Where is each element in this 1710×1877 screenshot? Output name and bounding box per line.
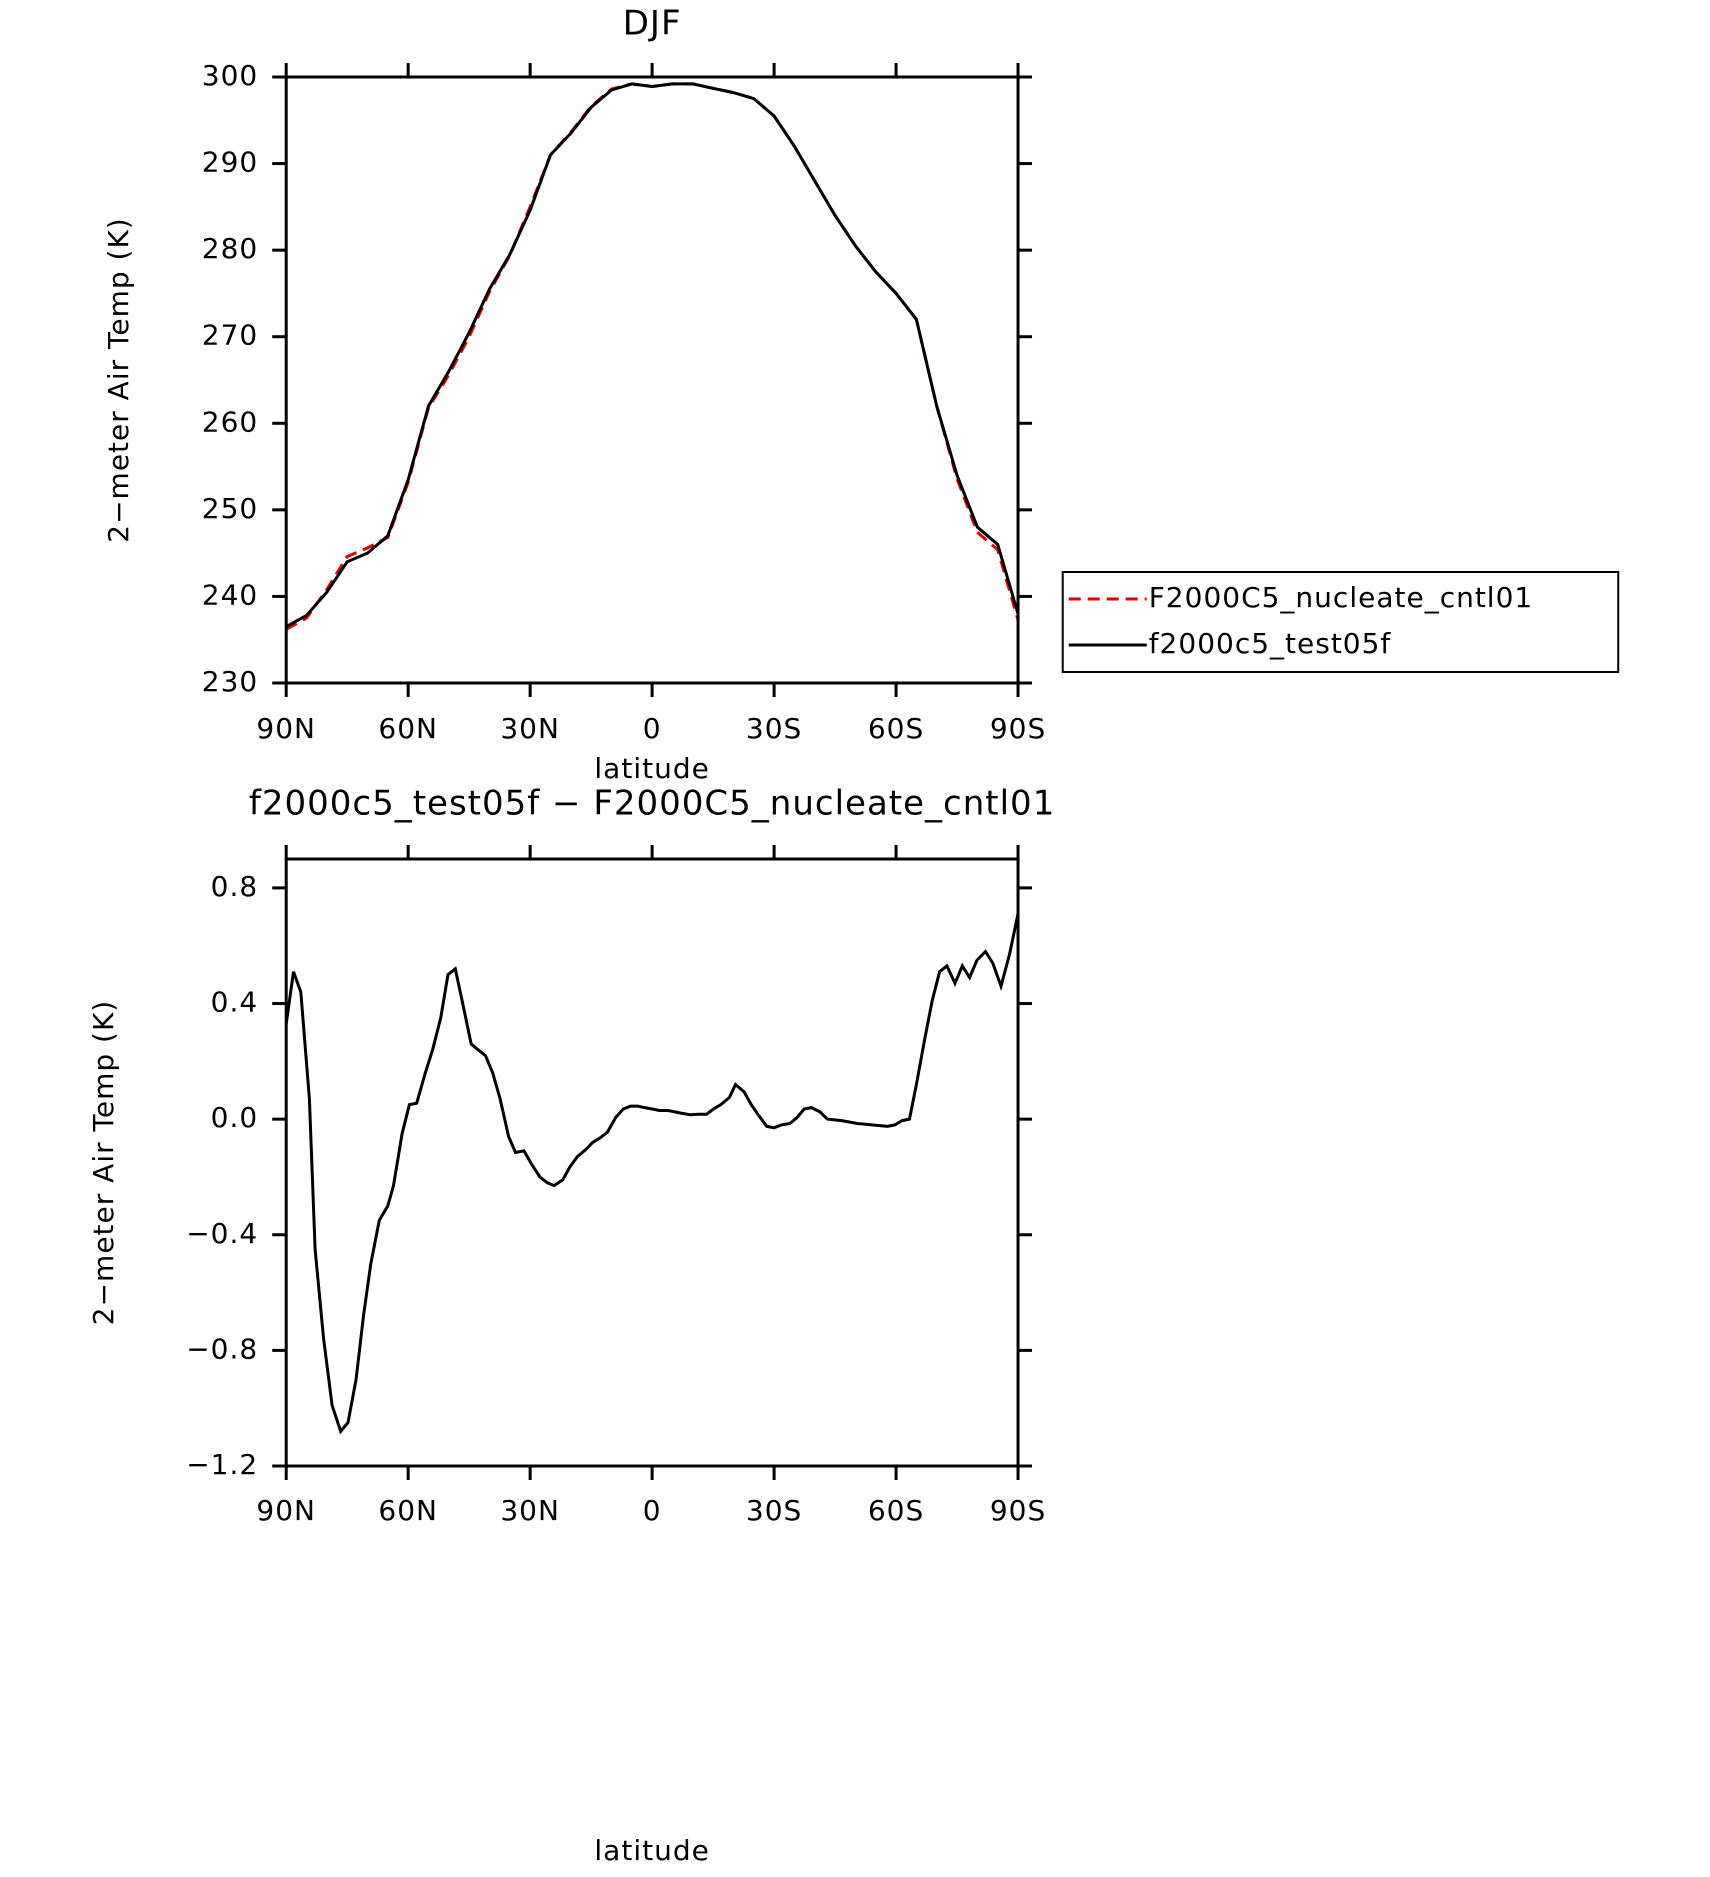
x-tick-label: 30N	[500, 1494, 560, 1527]
x-tick-label: 90N	[256, 1494, 316, 1527]
chart-title: f2000c5_test05f − F2000C5_nucleate_cntl0…	[249, 784, 1055, 824]
y-tick-label: 240	[202, 578, 258, 611]
legend-label: f2000c5_test05f	[1149, 627, 1392, 660]
x-axis-label: latitude	[594, 1834, 709, 1867]
y-axis-label: 2−meter Air Temp (K)	[87, 1000, 120, 1325]
y-tick-label: −1.2	[186, 1448, 258, 1481]
data-line	[284, 913, 1020, 1435]
y-tick-label: 270	[202, 319, 258, 352]
chart-title: DJF	[623, 4, 682, 44]
y-tick-label: 230	[202, 665, 258, 698]
y-tick-label: 300	[202, 59, 258, 92]
y-tick-label: 260	[202, 405, 258, 438]
x-tick-label: 60S	[868, 712, 924, 745]
x-tick-label: 0	[643, 712, 662, 745]
y-tick-label: 0.8	[211, 870, 259, 903]
y-tick-label: 250	[202, 492, 258, 525]
y-axis-label: 2−meter Air Temp (K)	[102, 217, 135, 542]
y-tick-label: 290	[202, 146, 258, 179]
y-tick-label: 280	[202, 232, 258, 265]
y-tick-label: −0.8	[186, 1332, 258, 1365]
x-tick-label: 30S	[746, 712, 802, 745]
data-line	[285, 82, 1020, 631]
x-tick-label: 60N	[378, 712, 438, 745]
x-tick-label: 60S	[868, 1494, 924, 1527]
y-tick-label: 0.4	[211, 986, 259, 1019]
x-tick-label: 30S	[746, 1494, 802, 1527]
legend-label: F2000C5_nucleate_cntl01	[1149, 581, 1534, 614]
legend-box	[1061, 571, 1620, 673]
x-tick-label: 90N	[256, 712, 316, 745]
x-tick-label: 0	[643, 1494, 662, 1527]
x-axis-label: latitude	[594, 752, 709, 785]
plot-frame	[284, 75, 1020, 685]
x-tick-label: 60N	[378, 1494, 438, 1527]
plot-frame	[284, 857, 1020, 1468]
y-tick-label: −0.4	[186, 1217, 258, 1250]
y-tick-label: 0.0	[211, 1101, 259, 1134]
x-tick-label: 90S	[990, 1494, 1046, 1527]
x-tick-label: 30N	[500, 712, 560, 745]
data-line	[285, 82, 1020, 629]
x-tick-label: 90S	[990, 712, 1046, 745]
